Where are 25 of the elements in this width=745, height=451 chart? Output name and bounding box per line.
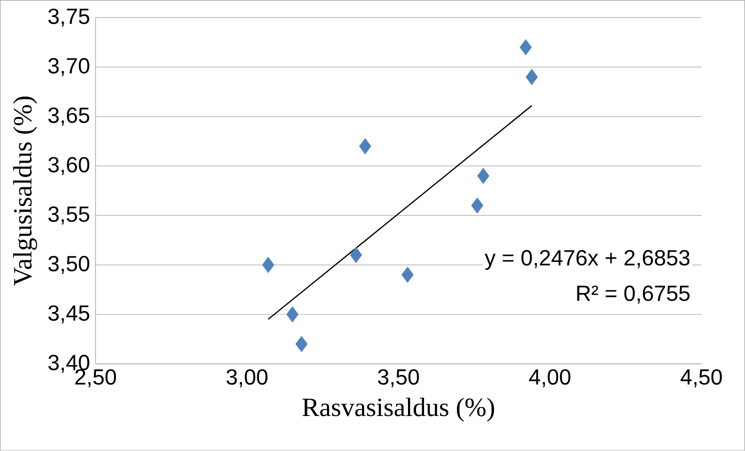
- y-tick-label: 3,65: [48, 108, 90, 126]
- point: [296, 336, 308, 352]
- y-tick-label: 3,60: [48, 157, 90, 176]
- point: [286, 306, 298, 322]
- annotation: R² = 0,6755: [577, 286, 690, 304]
- point: [262, 257, 274, 273]
- y-tick-label: 3,70: [48, 58, 90, 76]
- x-tick-label: 4,50: [680, 369, 722, 388]
- y-tick-label: 3,50: [48, 256, 90, 274]
- point: [359, 138, 372, 154]
- x-tick-label: 3,00: [226, 369, 268, 388]
- point: [477, 168, 490, 184]
- point: [471, 198, 484, 214]
- y-axis-title: Valgusisaldus (%): [13, 96, 38, 286]
- point: [402, 267, 414, 283]
- y-tick-label: 3,45: [48, 305, 90, 324]
- x-tick-label: 4,00: [529, 369, 570, 388]
- x-tick-label: 3,50: [378, 369, 419, 388]
- annotation: y = 0,2476x + 2,6853: [484, 250, 690, 270]
- point: [520, 40, 532, 56]
- x-axis-title: Rasvasisaldus (%): [302, 398, 494, 422]
- point: [350, 247, 362, 264]
- point: [526, 69, 538, 86]
- y-tick-label: 3,55: [48, 206, 90, 225]
- y-tick-label: 3,75: [48, 8, 90, 27]
